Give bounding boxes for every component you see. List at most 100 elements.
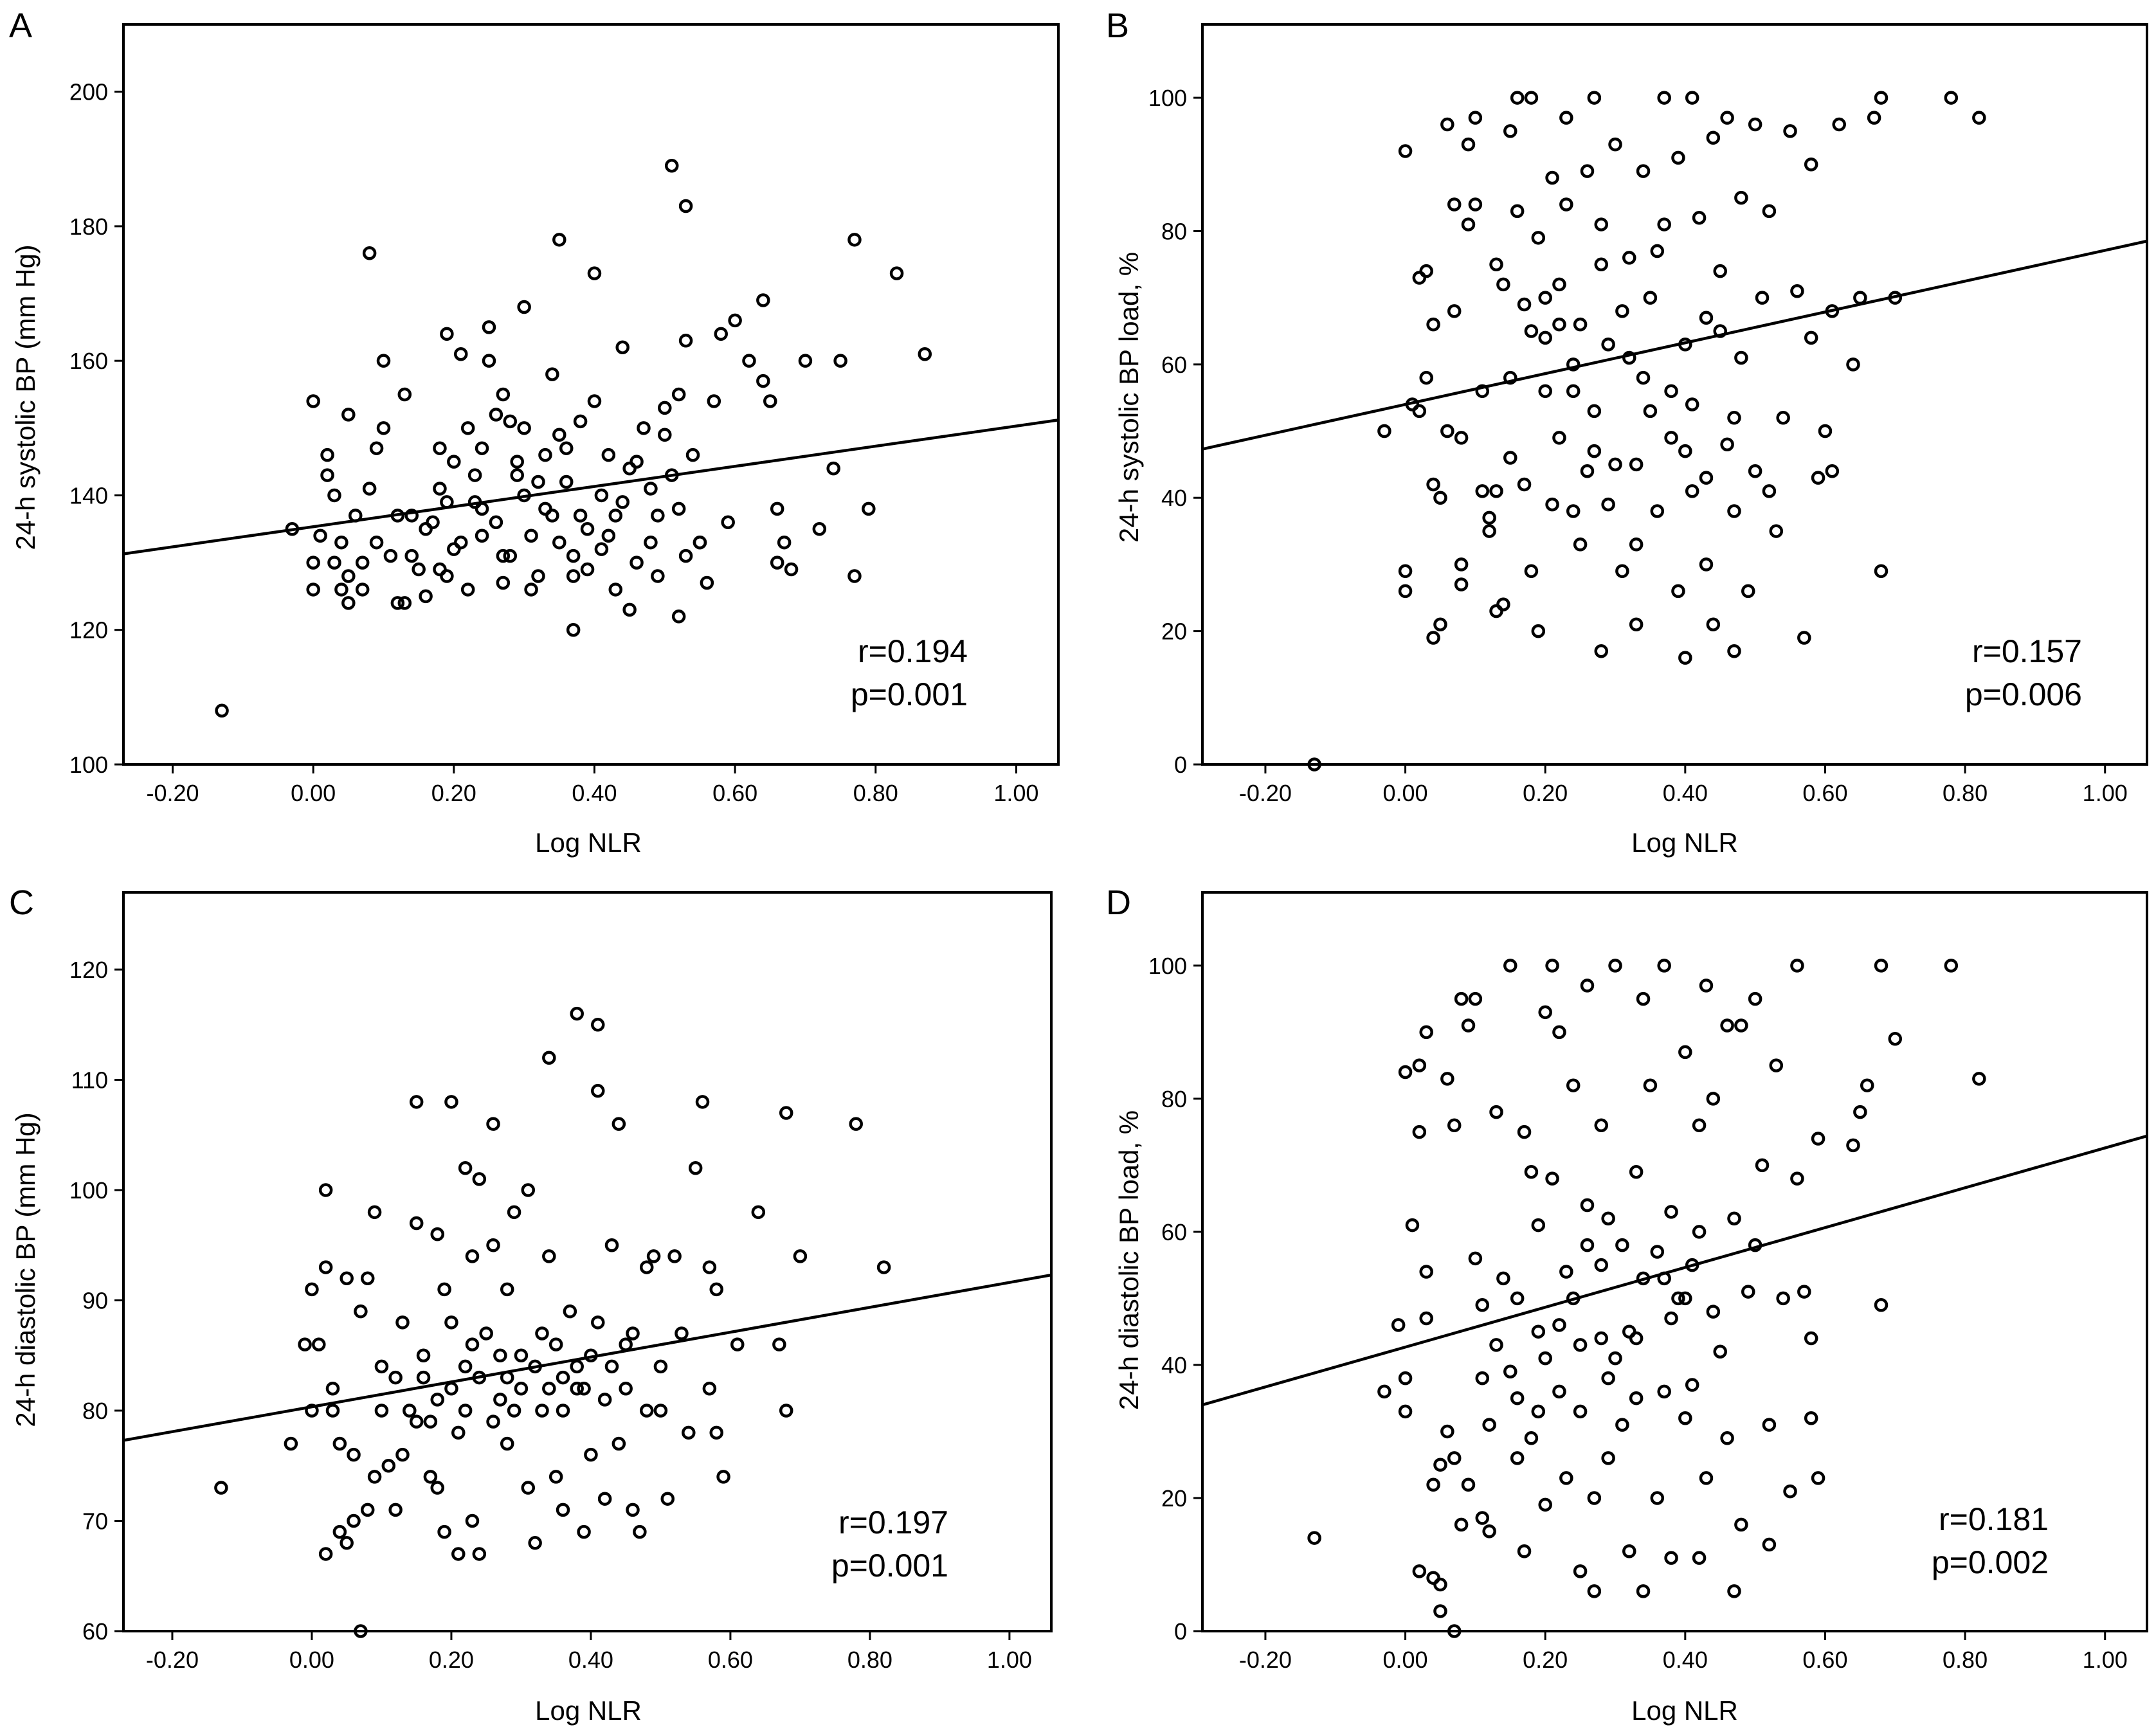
panel-c-data-point (577, 1381, 591, 1396)
panel-b-data-point (1461, 217, 1476, 231)
panel-c-data-point (409, 1414, 424, 1429)
panel-a-data-point (447, 455, 461, 469)
panel-b-data-point (1398, 564, 1413, 579)
panel-d-x-tick-label: 0.40 (1663, 1647, 1708, 1673)
panel-b-data-point (1510, 91, 1525, 105)
panel-b-data-point (1517, 297, 1532, 312)
panel-d-data-point (1790, 959, 1804, 973)
panel-c-data-point (556, 1370, 570, 1385)
panel-a-p-value: p=0.001 (851, 676, 968, 712)
panel-d-data-point (1797, 1285, 1811, 1299)
panel-b-data-point (1748, 464, 1762, 478)
panel-b-x-tick-label: 0.40 (1663, 780, 1708, 806)
panel-b-data-point (1461, 137, 1476, 152)
panel-a-data-point (440, 495, 454, 509)
panel-a-data-point (531, 569, 545, 583)
panel-b-data-point (1468, 111, 1483, 125)
panel-a-data-point (475, 528, 489, 543)
panel-d-data-point (1531, 1404, 1546, 1419)
panel-d-data-point (1636, 991, 1651, 1006)
panel-b-data-point (1972, 111, 1986, 125)
panel-d-data-point (1874, 959, 1889, 973)
panel-a-data-point (721, 515, 735, 530)
panel-a-data-point (383, 548, 398, 563)
panel-d-x-tick-label: -0.20 (1239, 1647, 1292, 1673)
panel-a-data-point (601, 528, 616, 543)
panel-a-r-value: r=0.194 (858, 633, 968, 669)
panel-c-data-point (444, 1315, 458, 1330)
panel-c-data-point (611, 1117, 626, 1131)
panel-d-y-tick-label: 60 (1161, 1219, 1187, 1245)
panel-a-data-point (777, 535, 792, 550)
panel-b-data-point (1503, 451, 1517, 465)
panel-b-data-point (1594, 257, 1608, 272)
panel-b-data-point (1832, 117, 1846, 132)
panel-d-data-point (1664, 1205, 1678, 1219)
panel-d-data-point (1398, 1404, 1413, 1419)
panel-a-data-point (615, 495, 630, 509)
panel-c-data-point (556, 1503, 570, 1517)
panel-a-x-tick-label: 0.60 (712, 780, 757, 806)
panel-a-data-point (327, 488, 341, 503)
panel-d-data-point (1461, 1018, 1476, 1033)
panel-c-y-tick-label: 80 (82, 1398, 108, 1424)
panel-c-data-point (793, 1249, 808, 1263)
panel-b-data-point (1734, 190, 1748, 205)
panel-b-data-point (1433, 617, 1447, 631)
panel-d-regression-line (1202, 1134, 2148, 1407)
panel-b-data-point (1874, 91, 1889, 105)
panel-b-data-point (1699, 557, 1714, 572)
panel-c-data-point (444, 1095, 458, 1109)
panel-c: C Log NLR 24-h diastolic BP (mm Hg) r=0.… (9, 883, 1053, 1726)
panel-a-data-point (833, 354, 847, 368)
panel-b-data-point (1559, 111, 1573, 125)
panel-d-data-point (1412, 1058, 1427, 1072)
panel-b-data-point (1566, 504, 1581, 518)
panel-b-data-point (1447, 304, 1462, 318)
panel-a-data-point (475, 501, 489, 516)
panel-b-data-point (1825, 304, 1840, 318)
panel-b-data-point (1545, 170, 1559, 185)
panel-d-data-point (1811, 1471, 1825, 1485)
panel-c-data-point (660, 1492, 675, 1506)
panel-a-data-point (510, 468, 524, 482)
panel-b-data-point (1650, 504, 1665, 518)
panel-b-data-point (1531, 231, 1546, 245)
panel-d-data-point (1559, 1471, 1573, 1485)
panel-a-data-point (517, 421, 531, 435)
panel-a-data-point (763, 394, 777, 408)
panel-a-data-point (587, 394, 602, 408)
panel-d-x-tick-label: 0.60 (1802, 1647, 1847, 1673)
panel-c-data-point (298, 1337, 312, 1351)
panel-d-data-point (1419, 1311, 1433, 1326)
panel-b-data-point (1377, 424, 1391, 438)
panel-a-data-point (756, 293, 770, 307)
panel-b-data-point (1608, 137, 1622, 152)
panel-a-data-point (862, 501, 876, 516)
panel-a-data-point (467, 468, 482, 482)
panel-b-data-point (1629, 617, 1644, 631)
panel-a-y-tick-label: 120 (69, 617, 108, 644)
panel-d-data-point (1510, 1391, 1525, 1405)
panel-c-data-point (653, 1359, 668, 1374)
panel-a-data-point (671, 610, 686, 624)
panel-d-data-point (1860, 1078, 1874, 1092)
panel-d-data-point (1545, 959, 1559, 973)
panel-c-data-point (653, 1404, 668, 1418)
panel-d-y-tick-label: 0 (1174, 1618, 1187, 1645)
panel-c-data-point (500, 1370, 514, 1385)
panel-a-data-point (658, 401, 672, 415)
panel-d-data-point (1790, 1171, 1804, 1186)
panel-b-data-point (1552, 277, 1566, 292)
panel-c-data-point (458, 1359, 473, 1374)
panel-a-data-point (341, 569, 356, 583)
panel-c-data-point (591, 1018, 605, 1032)
panel-d-data-point (1426, 1477, 1440, 1492)
panel-d-data-point (1601, 1371, 1615, 1386)
panel-b-data-point (1678, 444, 1692, 458)
panel-c-x-tick-label: 0.20 (429, 1647, 474, 1673)
panel-d-data-point (1538, 1351, 1552, 1366)
panel-b-data-point (1489, 484, 1503, 498)
panel-b-data-point (1853, 291, 1867, 305)
